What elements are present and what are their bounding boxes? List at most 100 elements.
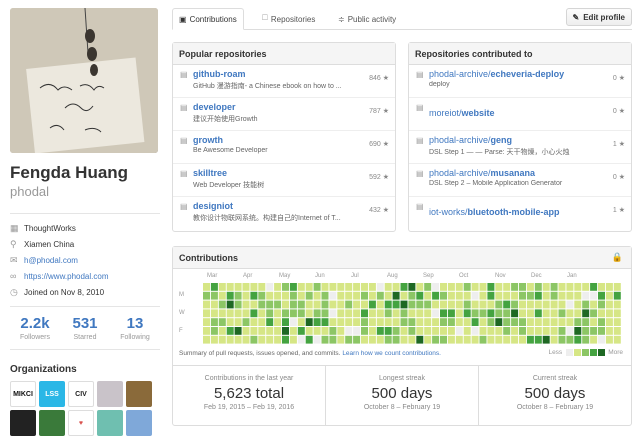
- contribution-day-cell[interactable]: [408, 300, 416, 309]
- contribution-day-cell[interactable]: [447, 300, 455, 309]
- contribution-day-cell[interactable]: [598, 327, 605, 335]
- contribution-day-cell[interactable]: [353, 318, 361, 326]
- contribution-day-cell[interactable]: [526, 291, 534, 300]
- contribution-day-cell[interactable]: [479, 318, 487, 326]
- contribution-day-cell[interactable]: [384, 300, 392, 309]
- contribution-day-cell[interactable]: [511, 291, 519, 300]
- organization-avatar[interactable]: LSS: [39, 381, 65, 407]
- contribution-day-cell[interactable]: [297, 283, 305, 291]
- edit-profile-button[interactable]: ✎ Edit profile: [565, 8, 632, 26]
- contribution-day-cell[interactable]: [218, 300, 226, 309]
- contribution-day-cell[interactable]: [582, 318, 590, 326]
- repo-full-name[interactable]: phodal-archive/geng: [429, 135, 625, 145]
- contribution-day-cell[interactable]: [511, 283, 519, 291]
- contribution-day-cell[interactable]: [274, 300, 282, 309]
- contribution-day-cell[interactable]: [574, 283, 582, 291]
- contribution-day-cell[interactable]: [519, 283, 526, 291]
- repo-name[interactable]: growth: [193, 135, 223, 145]
- contribution-day-cell[interactable]: [329, 300, 337, 309]
- contribution-day-cell[interactable]: [416, 309, 424, 318]
- contribution-day-cell[interactable]: [613, 309, 621, 318]
- contribution-day-cell[interactable]: [337, 318, 345, 326]
- repo-name[interactable]: developer: [193, 102, 236, 112]
- contribution-day-cell[interactable]: [250, 335, 258, 344]
- contribution-day-cell[interactable]: [558, 327, 566, 335]
- contribution-day-cell[interactable]: [376, 283, 384, 291]
- contribution-day-cell[interactable]: [424, 309, 432, 318]
- contribution-day-cell[interactable]: [574, 335, 582, 344]
- contribution-day-cell[interactable]: [353, 291, 361, 300]
- contribution-day-cell[interactable]: [440, 327, 447, 335]
- contribution-day-cell[interactable]: [471, 318, 479, 326]
- contribution-day-cell[interactable]: [282, 300, 289, 309]
- contribution-day-cell[interactable]: [408, 283, 416, 291]
- contribution-day-cell[interactable]: [400, 335, 408, 344]
- contribution-day-cell[interactable]: [566, 300, 574, 309]
- contribution-day-cell[interactable]: [511, 318, 519, 326]
- contribution-day-cell[interactable]: [329, 327, 337, 335]
- contribution-day-cell[interactable]: [424, 335, 432, 344]
- contribution-day-cell[interactable]: [495, 318, 503, 326]
- contribution-day-cell[interactable]: [226, 335, 234, 344]
- contribution-day-cell[interactable]: [455, 300, 463, 309]
- contribution-day-cell[interactable]: [376, 327, 384, 335]
- repo-full-name[interactable]: moreiot/website: [429, 108, 625, 118]
- contribution-day-cell[interactable]: [392, 300, 400, 309]
- contribution-day-cell[interactable]: [266, 318, 274, 326]
- contribution-day-cell[interactable]: [345, 300, 353, 309]
- popular-repo-item[interactable]: ▤ github-roam GitHub 漫游指南- a Chinese ebook…: [173, 65, 395, 98]
- contribution-day-cell[interactable]: [321, 283, 329, 291]
- contribution-day-cell[interactable]: [242, 300, 250, 309]
- contribution-day-cell[interactable]: [289, 335, 297, 344]
- contribution-day-cell[interactable]: [440, 335, 447, 344]
- contribution-day-cell[interactable]: [432, 327, 440, 335]
- repo-full-name[interactable]: phodal-archive/echeveria-deploy: [429, 69, 625, 79]
- contribution-day-cell[interactable]: [353, 327, 361, 335]
- contribution-day-cell[interactable]: [376, 309, 384, 318]
- contributed-repo-item[interactable]: ▤ phodal-archive/echeveria-deploy deploy 0 …: [409, 65, 631, 98]
- contribution-day-cell[interactable]: [479, 335, 487, 344]
- contribution-day-cell[interactable]: [542, 291, 550, 300]
- contribution-day-cell[interactable]: [605, 300, 613, 309]
- contribution-day-cell[interactable]: [605, 335, 613, 344]
- contribution-day-cell[interactable]: [384, 283, 392, 291]
- contribution-day-cell[interactable]: [440, 309, 447, 318]
- contribution-day-cell[interactable]: [289, 300, 297, 309]
- contribution-day-cell[interactable]: [440, 318, 447, 326]
- contribution-day-cell[interactable]: [432, 300, 440, 309]
- contribution-day-cell[interactable]: [487, 309, 495, 318]
- contribution-day-cell[interactable]: [574, 309, 582, 318]
- contribution-day-cell[interactable]: [234, 309, 242, 318]
- contribution-day-cell[interactable]: [210, 335, 218, 344]
- repo-name[interactable]: designiot: [193, 201, 233, 211]
- contribution-day-cell[interactable]: [598, 335, 605, 344]
- contribution-day-cell[interactable]: [305, 291, 313, 300]
- contribution-day-cell[interactable]: [605, 283, 613, 291]
- popular-repo-item[interactable]: ▤ growth Be Awesome Developer 690 ★: [173, 131, 395, 164]
- contribution-day-cell[interactable]: [455, 309, 463, 318]
- contribution-day-cell[interactable]: [534, 300, 542, 309]
- contribution-day-cell[interactable]: [487, 335, 495, 344]
- contribution-day-cell[interactable]: [266, 309, 274, 318]
- contribution-day-cell[interactable]: [613, 335, 621, 344]
- contribution-day-cell[interactable]: [455, 335, 463, 344]
- contribution-day-cell[interactable]: [297, 335, 305, 344]
- contribution-day-cell[interactable]: [558, 318, 566, 326]
- contribution-day-cell[interactable]: [384, 291, 392, 300]
- contribution-day-cell[interactable]: [447, 291, 455, 300]
- contribution-day-cell[interactable]: [329, 283, 337, 291]
- contribution-day-cell[interactable]: [329, 318, 337, 326]
- contribution-day-cell[interactable]: [242, 291, 250, 300]
- website-link[interactable]: https://www.phodal.com: [24, 271, 109, 281]
- contribution-day-cell[interactable]: [495, 291, 503, 300]
- contribution-day-cell[interactable]: [582, 283, 590, 291]
- contribution-day-cell[interactable]: [242, 335, 250, 344]
- contribution-day-cell[interactable]: [463, 327, 471, 335]
- contribution-day-cell[interactable]: [282, 318, 289, 326]
- contribution-day-cell[interactable]: [274, 309, 282, 318]
- contribution-day-cell[interactable]: [574, 291, 582, 300]
- contribution-day-cell[interactable]: [282, 283, 289, 291]
- organization-avatar[interactable]: [97, 410, 123, 436]
- contribution-day-cell[interactable]: [424, 300, 432, 309]
- contribution-day-cell[interactable]: [558, 283, 566, 291]
